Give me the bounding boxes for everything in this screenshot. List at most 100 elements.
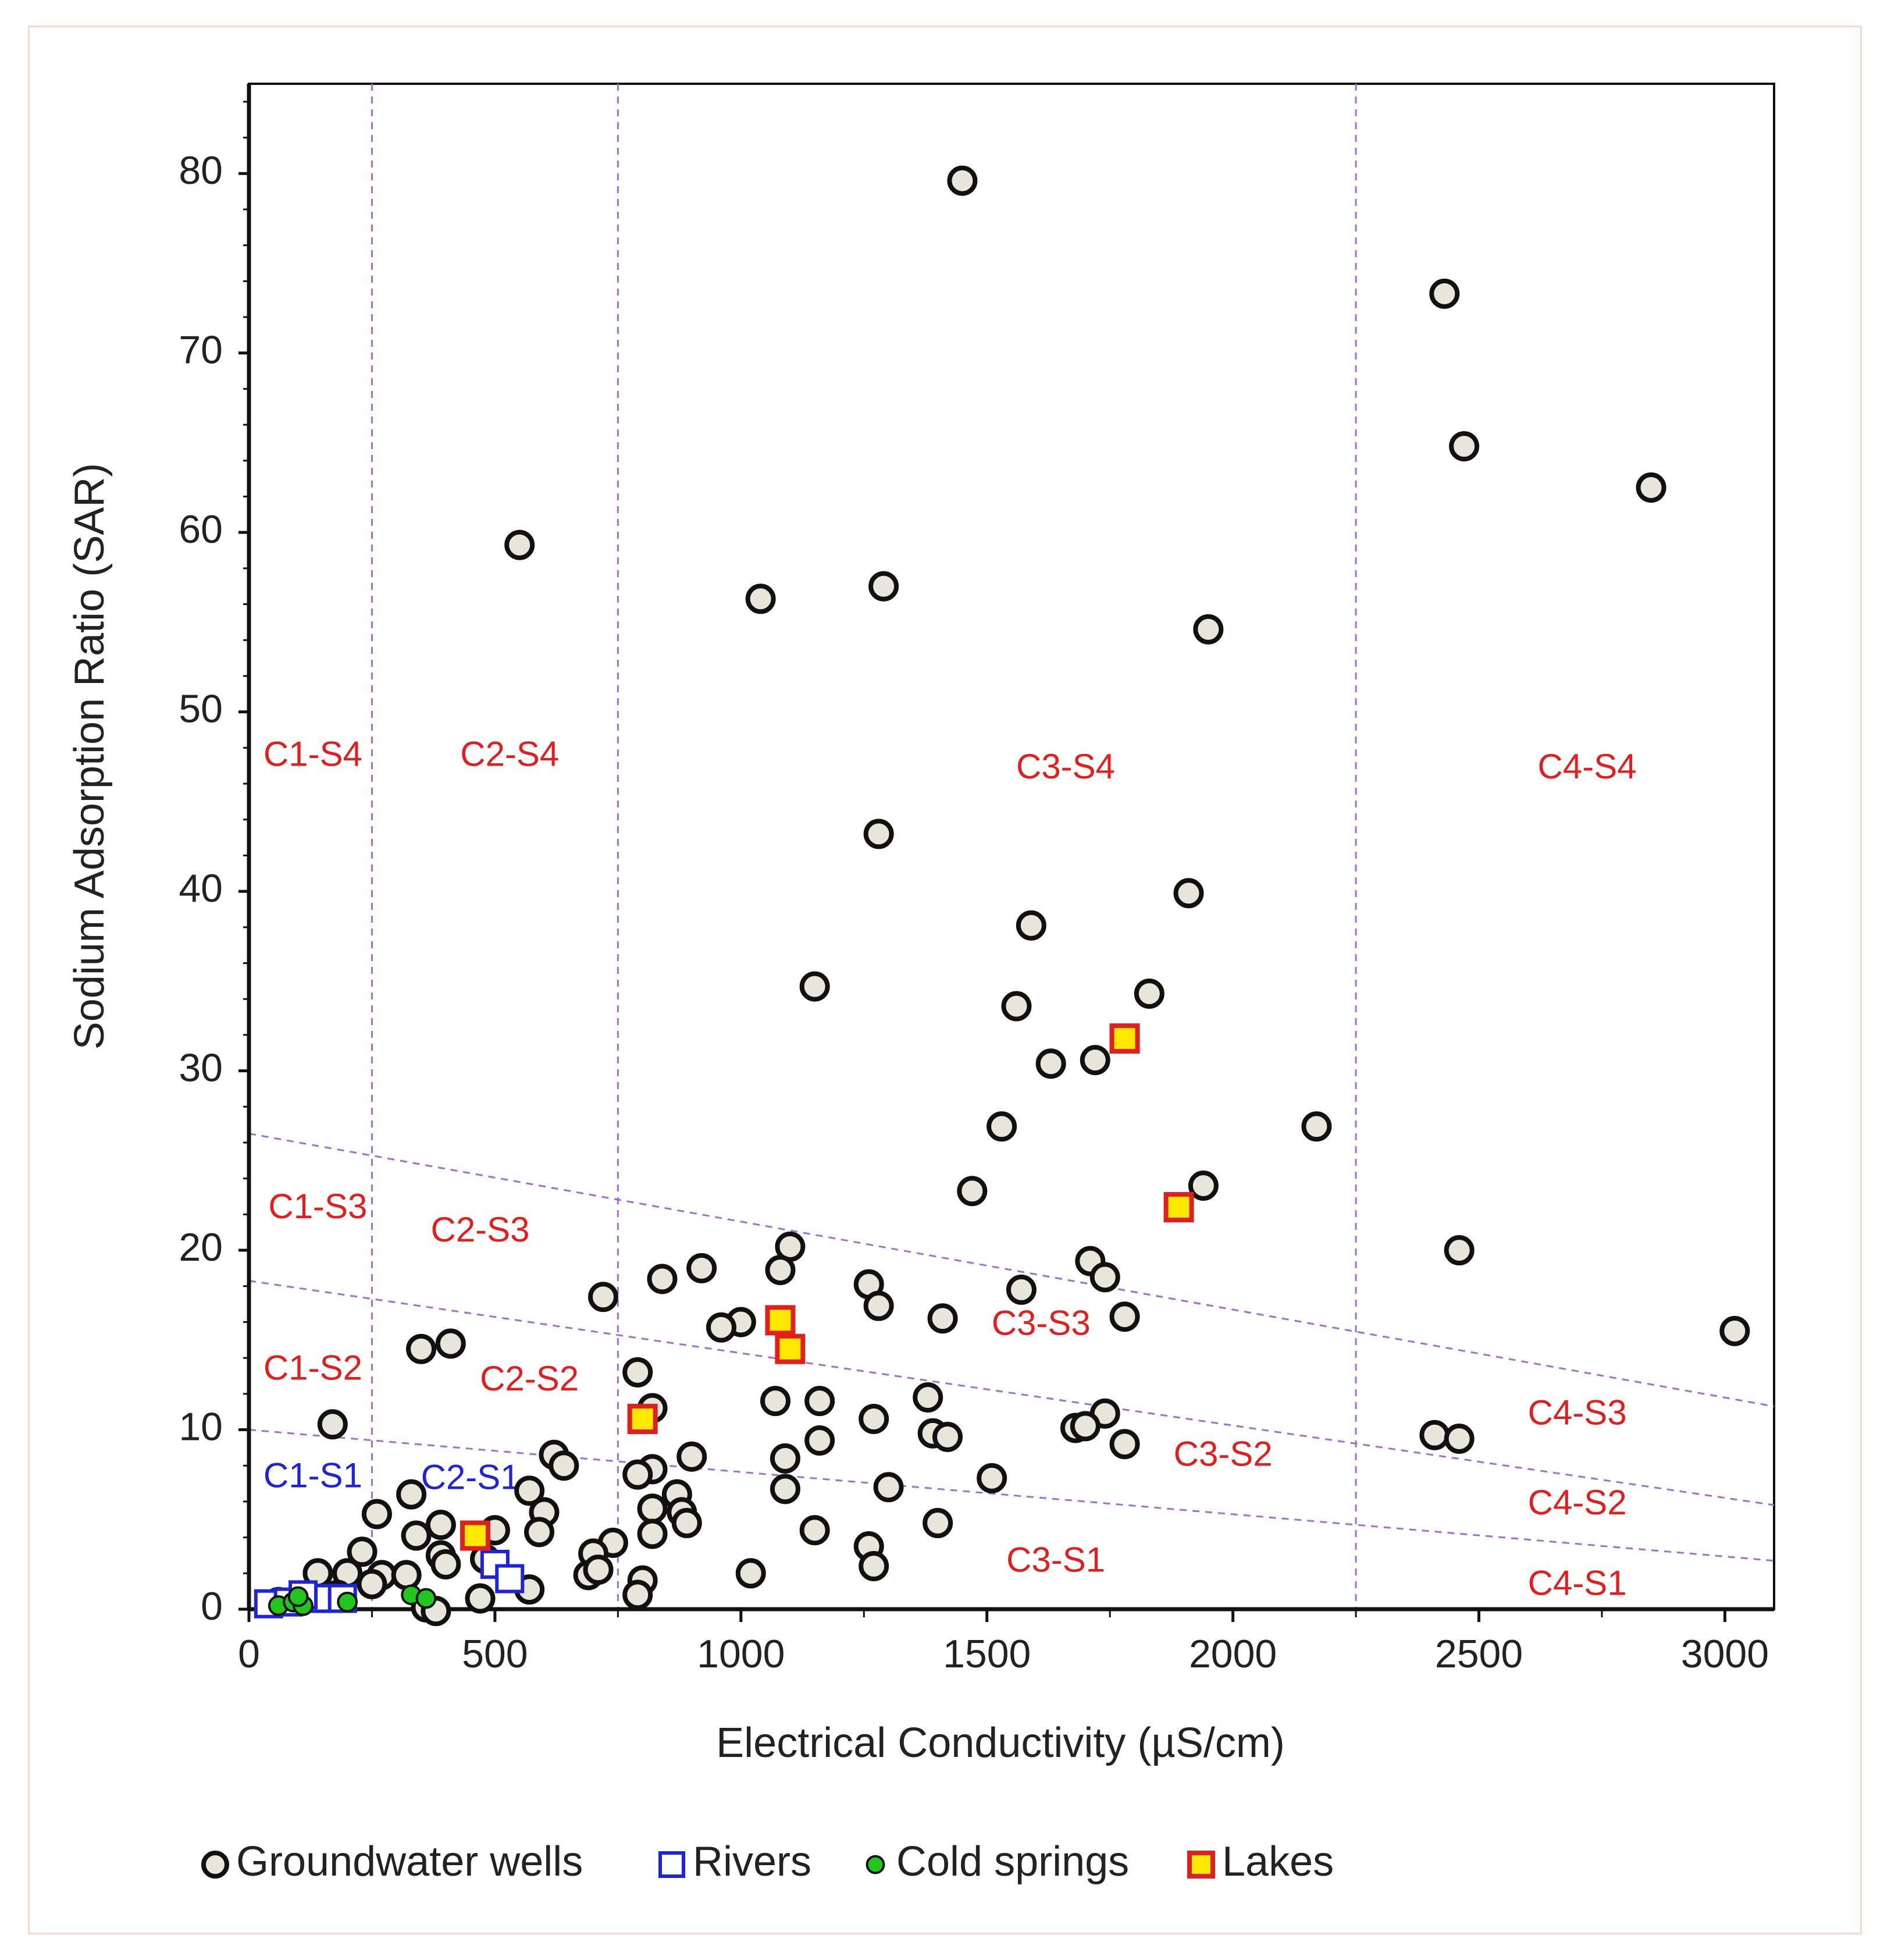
- groundwater-wells-point: [583, 1555, 614, 1585]
- data-points: [254, 165, 1750, 1627]
- groundwater-wells-point: [401, 1520, 432, 1551]
- zone-label-c2-s1: C2-S1: [421, 1458, 520, 1497]
- groundwater-wells-point: [622, 1357, 653, 1388]
- groundwater-wells-point: [913, 1382, 943, 1413]
- x-tick-label: 1500: [943, 1632, 1031, 1676]
- y-tick-label: 50: [179, 687, 223, 731]
- groundwater-wells-point: [406, 1333, 437, 1364]
- zone-label-c1-s4: C1-S4: [263, 735, 362, 774]
- zone-label-c4-s2: C4-S2: [1528, 1483, 1627, 1522]
- groundwater-wells-point: [873, 1472, 904, 1503]
- y-tick-label: 40: [179, 866, 223, 910]
- zone-label-c3-s3: C3-S3: [992, 1303, 1091, 1342]
- groundwater-wells-point: [923, 1507, 953, 1538]
- zone-label-c4-s3: C4-S3: [1528, 1393, 1627, 1432]
- legend-label-rivers: Rivers: [693, 1838, 811, 1885]
- groundwater-wells-point: [671, 1507, 702, 1538]
- groundwater-wells-point: [760, 1386, 791, 1417]
- figure-frame: [28, 26, 1862, 1934]
- groundwater-wells-point: [1419, 1420, 1450, 1450]
- cold-springs-point: [287, 1586, 309, 1607]
- lakes-point: [460, 1520, 491, 1551]
- legend-marker-lakes: [1187, 1851, 1215, 1879]
- groundwater-wells-point: [524, 1517, 555, 1548]
- zone-label-c1-s2: C1-S2: [263, 1349, 362, 1388]
- groundwater-wells-point: [1636, 472, 1666, 503]
- legend-marker-groundwater-wells: [201, 1851, 229, 1879]
- zone-label-c3-s4: C3-S4: [1016, 747, 1115, 786]
- cold-springs-point: [415, 1588, 437, 1609]
- groundwater-wells-point: [770, 1474, 800, 1504]
- groundwater-wells-point: [1444, 1235, 1475, 1266]
- zone-label-c4-s4: C4-S4: [1538, 747, 1637, 786]
- legend-label-groundwater-wells: Groundwater wells: [236, 1838, 583, 1885]
- plot-area: [248, 83, 1775, 1610]
- groundwater-wells-point: [927, 1303, 958, 1334]
- groundwater-wells-point: [1016, 910, 1046, 941]
- groundwater-wells-point: [987, 1111, 1017, 1142]
- y-tick-label: 10: [179, 1404, 223, 1449]
- y-tick-label: 80: [179, 148, 223, 193]
- groundwater-wells-point: [465, 1583, 496, 1614]
- groundwater-wells-point: [1109, 1429, 1140, 1460]
- groundwater-wells-point: [1001, 991, 1032, 1022]
- lakes-point: [775, 1333, 806, 1364]
- groundwater-wells-point: [1035, 1048, 1066, 1079]
- groundwater-wells-point: [637, 1493, 668, 1524]
- x-tick-label: 3000: [1681, 1632, 1769, 1676]
- zone-label-c2-s2: C2-S2: [480, 1359, 579, 1398]
- groundwater-wells-point: [1193, 614, 1224, 645]
- y-tick-label: 20: [179, 1225, 223, 1269]
- groundwater-wells-point: [430, 1549, 461, 1580]
- groundwater-wells-point: [357, 1568, 387, 1599]
- zone-label-c2-s3: C2-S3: [430, 1210, 529, 1249]
- x-tick-label: 1000: [697, 1632, 785, 1676]
- groundwater-wells-point: [647, 1264, 678, 1294]
- groundwater-wells-point: [1444, 1423, 1475, 1454]
- legend-marker-cold-springs: [866, 1855, 885, 1874]
- plot-border: [248, 83, 1775, 1610]
- legend-item-lakes: Lakes: [1187, 1838, 1334, 1885]
- x-axis-label: Electrical Conductivity (µS/cm): [716, 1720, 1285, 1766]
- groundwater-wells-point: [706, 1312, 736, 1343]
- groundwater-wells-point: [745, 584, 776, 614]
- groundwater-wells-point: [957, 1176, 988, 1207]
- legend-item-rivers: Rivers: [658, 1838, 811, 1885]
- groundwater-wells-point: [863, 1290, 894, 1321]
- groundwater-wells-point: [587, 1282, 618, 1312]
- groundwater-wells-point: [859, 1404, 889, 1435]
- legend-item-cold-springs: Cold springs: [866, 1838, 1129, 1885]
- cold-springs-point: [337, 1591, 358, 1613]
- zone-labels: C1-S4 C2-S4 C3-S4 C4-S4 C1-S3 C2-S3 C3-S3 C4-S3…: [263, 735, 1637, 1603]
- groundwater-wells-point: [799, 1515, 830, 1546]
- groundwater-wells-point: [1006, 1274, 1037, 1305]
- legend: Groundwater wells Rivers Cold springs Lakes: [201, 1838, 1334, 1885]
- groundwater-wells-point: [425, 1510, 456, 1541]
- x-tick-label: 2500: [1435, 1632, 1523, 1676]
- groundwater-wells-point: [804, 1425, 835, 1456]
- zone-label-c3-s1: C3-S1: [1006, 1541, 1105, 1580]
- groundwater-wells-point: [1070, 1411, 1101, 1442]
- groundwater-wells-point: [770, 1443, 800, 1474]
- groundwater-wells-point: [1089, 1262, 1120, 1293]
- zone-label-c1-s1: C1-S1: [263, 1456, 362, 1495]
- lakes-point: [1163, 1192, 1194, 1223]
- groundwater-wells-point: [396, 1479, 427, 1510]
- boundary-lines: [248, 84, 1775, 1609]
- groundwater-wells-point: [391, 1560, 422, 1591]
- x-tick-label: 2000: [1189, 1632, 1277, 1676]
- legend-marker-rivers: [658, 1851, 685, 1878]
- legend-label-lakes: Lakes: [1222, 1838, 1334, 1885]
- groundwater-wells-point: [868, 571, 899, 602]
- groundwater-wells-point: [1719, 1315, 1750, 1346]
- x-tick-label: 500: [462, 1632, 528, 1676]
- groundwater-wells-point: [514, 1475, 545, 1506]
- lakes-point: [1109, 1023, 1140, 1054]
- zone-label-c2-s4: C2-S4: [460, 735, 559, 774]
- legend-label-cold-springs: Cold springs: [896, 1838, 1129, 1885]
- groundwater-wells-point: [804, 1386, 835, 1417]
- sar-boundary-line-2: [248, 1280, 1775, 1506]
- groundwater-wells-point: [1134, 978, 1164, 1009]
- rivers-point: [495, 1564, 525, 1593]
